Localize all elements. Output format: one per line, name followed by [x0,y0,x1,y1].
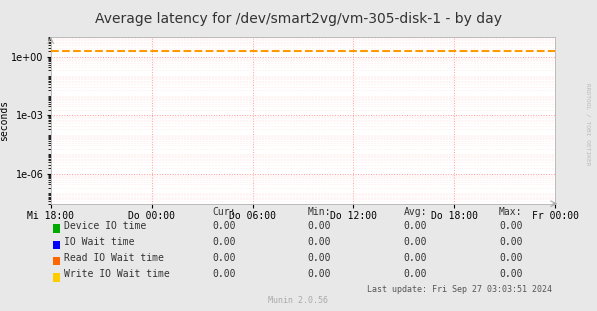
Text: 0.00: 0.00 [404,253,427,263]
Text: 0.00: 0.00 [308,269,331,279]
Text: Cur:: Cur: [213,207,236,216]
Text: 0.00: 0.00 [499,269,522,279]
Text: Avg:: Avg: [404,207,427,216]
Text: 0.00: 0.00 [499,253,522,263]
Text: Min:: Min: [308,207,331,216]
Text: 0.00: 0.00 [499,220,522,230]
Text: Max:: Max: [499,207,522,216]
Text: Write IO Wait time: Write IO Wait time [64,269,170,279]
Text: Average latency for /dev/smart2vg/vm-305-disk-1 - by day: Average latency for /dev/smart2vg/vm-305… [95,12,502,26]
Text: 0.00: 0.00 [404,237,427,247]
Text: Device IO time: Device IO time [64,220,147,230]
Text: 0.00: 0.00 [404,269,427,279]
Text: 0.00: 0.00 [308,237,331,247]
Text: RRDTOOL / TOBI OETIKER: RRDTOOL / TOBI OETIKER [586,83,590,166]
Text: Read IO Wait time: Read IO Wait time [64,253,164,263]
Text: Munin 2.0.56: Munin 2.0.56 [269,296,328,305]
Text: 0.00: 0.00 [404,220,427,230]
Text: 0.00: 0.00 [308,253,331,263]
Text: IO Wait time: IO Wait time [64,237,135,247]
Y-axis label: seconds: seconds [0,100,8,141]
Text: 0.00: 0.00 [213,237,236,247]
Text: 0.00: 0.00 [499,237,522,247]
Text: 0.00: 0.00 [308,220,331,230]
Text: 0.00: 0.00 [213,253,236,263]
Text: 0.00: 0.00 [213,220,236,230]
Text: Last update: Fri Sep 27 03:03:51 2024: Last update: Fri Sep 27 03:03:51 2024 [367,285,552,294]
Text: 0.00: 0.00 [213,269,236,279]
